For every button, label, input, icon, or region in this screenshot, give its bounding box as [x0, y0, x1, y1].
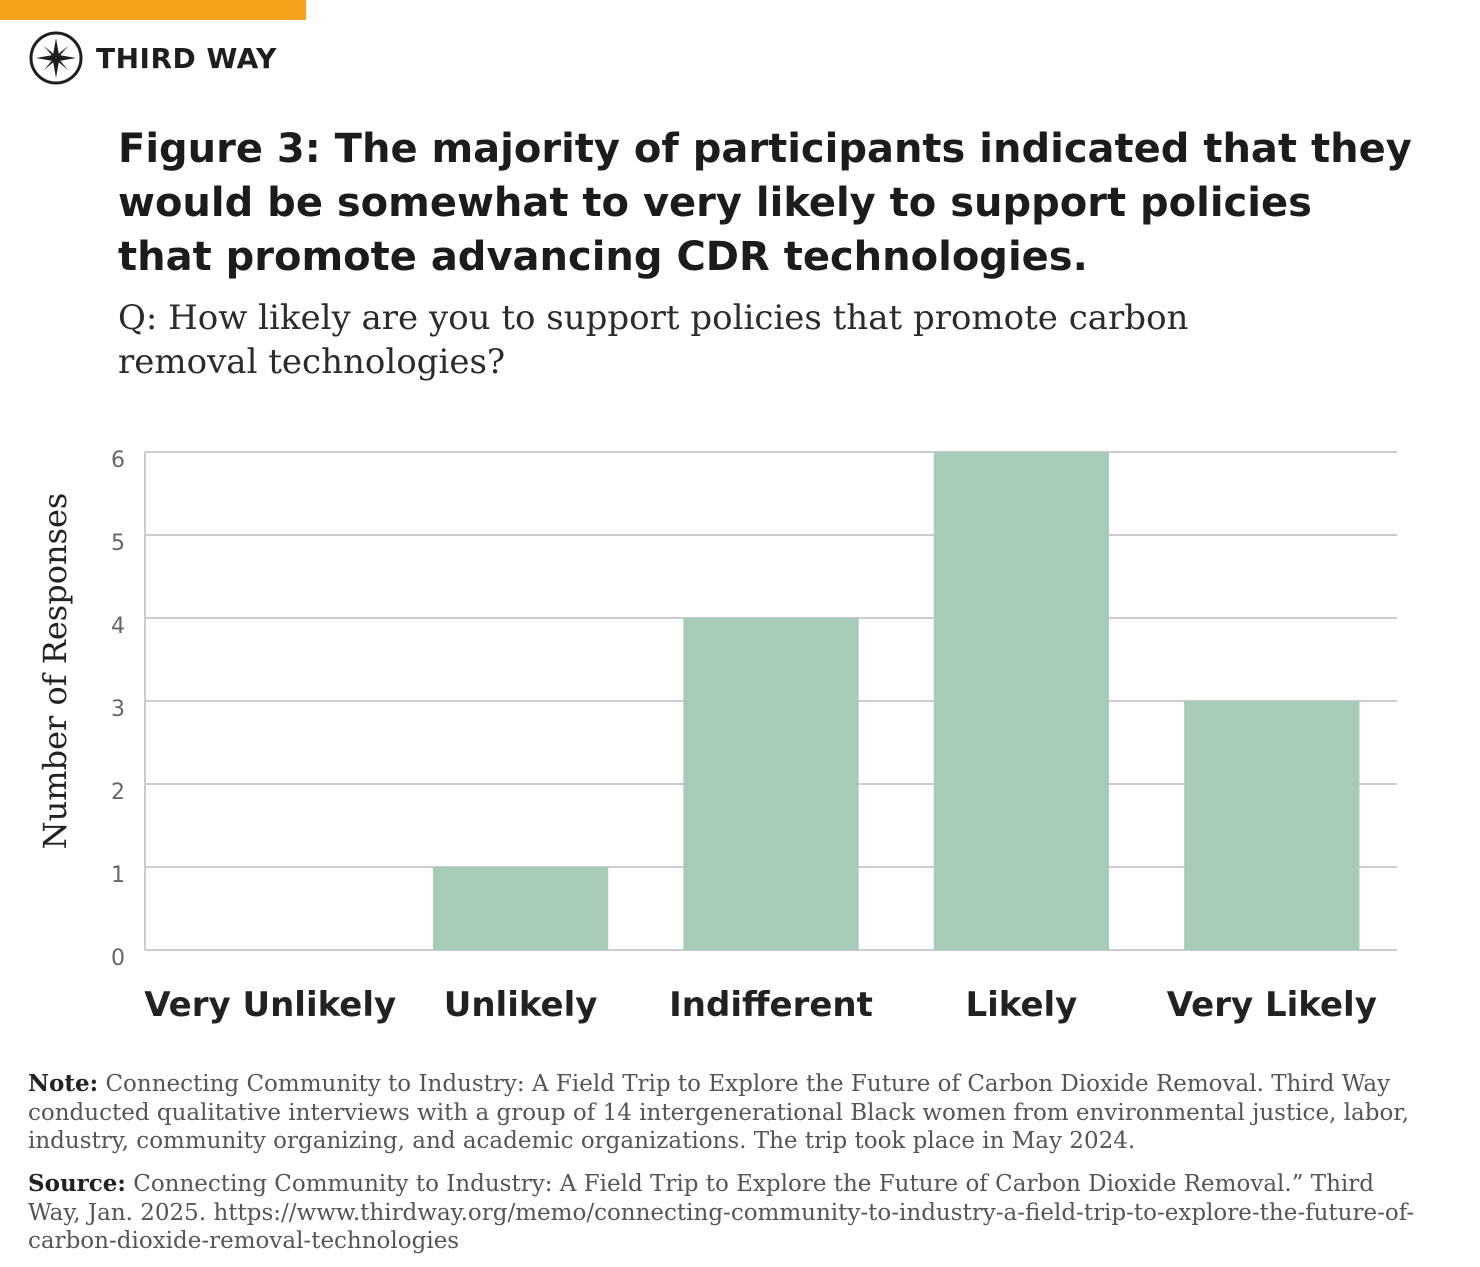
- x-tick-label: Very Likely: [1167, 985, 1377, 1025]
- brand-name: THIRD WAY: [96, 41, 277, 75]
- bar-indifferent: [683, 618, 859, 950]
- x-tick-label: Likely: [965, 985, 1077, 1025]
- y-axis-ticks: 0 1 2 3 4 5 6: [111, 448, 125, 971]
- note-text: Connecting Community to Industry: A Fiel…: [28, 1071, 1410, 1154]
- bar-very-likely: [1184, 701, 1360, 950]
- y-tick-label: 6: [111, 448, 125, 473]
- x-tick-label: Unlikely: [444, 985, 598, 1025]
- bar-likely: [933, 452, 1110, 950]
- y-tick-label: 3: [111, 697, 125, 722]
- y-tick-label: 0: [111, 946, 125, 971]
- brand-header: THIRD WAY: [28, 30, 277, 86]
- x-tick-label: Indifferent: [669, 985, 873, 1025]
- note: Note: Connecting Community to Industry: …: [28, 1070, 1428, 1156]
- source: Source: Connecting Community to Industry…: [28, 1170, 1428, 1256]
- bar-unlikely: [432, 867, 609, 950]
- note-label: Note:: [28, 1070, 99, 1097]
- y-tick-label: 5: [111, 531, 125, 556]
- chart-subtitle: Q: How likely are you to support policie…: [118, 298, 1189, 382]
- source-label: Source:: [28, 1170, 126, 1197]
- y-tick-label: 2: [111, 780, 125, 805]
- y-tick-label: 4: [111, 614, 125, 639]
- bar-chart: 0 1 2 3 4 5 6 Very Unlikely Unlikely Indifferent…: [36, 448, 1397, 1025]
- source-text: Connecting Community to Industry: A Fiel…: [28, 1171, 1415, 1254]
- chart-title: Figure 3: The majority of participants i…: [118, 126, 1412, 280]
- compass-star-icon: [29, 31, 83, 85]
- y-tick-label: 1: [111, 863, 125, 888]
- bars: [432, 452, 1360, 950]
- y-axis-title: Number of Responses: [36, 493, 74, 850]
- x-tick-label: Very Unlikely: [144, 985, 396, 1025]
- x-axis-labels: Very Unlikely Unlikely Indifferent Likely Ve…: [144, 985, 1377, 1025]
- accent-bar: [0, 0, 306, 20]
